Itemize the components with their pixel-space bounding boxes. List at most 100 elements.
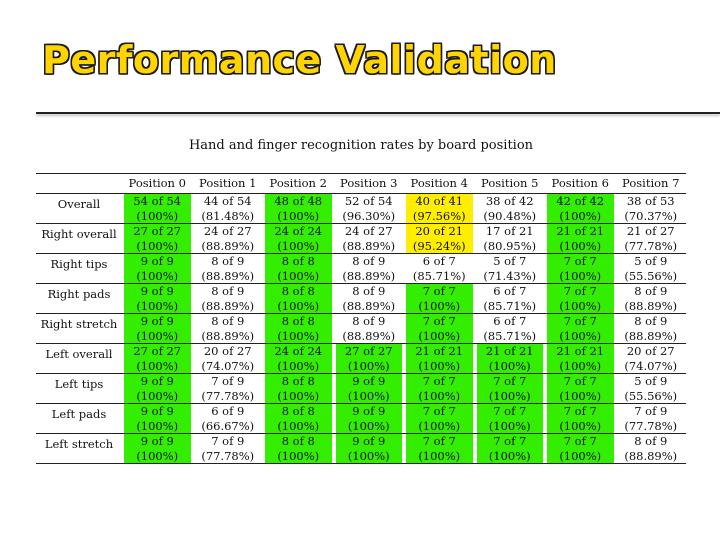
cell-count: 7 of 9 [634,404,668,418]
cell-box: 8 of 9 (88.89%) [336,254,403,283]
column-header: Position 0 [122,173,193,194]
cell-count: 7 of 7 [493,374,527,388]
cell-count: 7 of 7 [563,374,597,388]
table-cell: 48 of 48 (100%) [263,194,334,224]
highlighted-cell-box: 20 of 21 (95.24%) [406,224,473,253]
cell-percentage: (88.89%) [342,268,396,283]
highlighted-cell-box: 8 of 8 (100%) [265,254,332,283]
row-label: Overall [36,194,122,224]
cell-percentage: (100%) [488,358,531,373]
table-row: Right stretch 9 of 9 (100%) 8 of 9 (88.89%) 8… [36,314,686,344]
cell-count: 9 of 9 [140,434,174,448]
cell-percentage: (100%) [418,388,461,403]
highlighted-cell-box: 21 of 21 (100%) [547,224,614,253]
cell-percentage: (100%) [347,358,390,373]
cell-percentage: (100%) [488,448,531,463]
column-header: Position 7 [615,173,686,194]
cell-percentage: (77.78%) [201,388,255,403]
highlighted-cell-box: 8 of 8 (100%) [265,434,332,463]
slide-title: Performance Validation [42,38,557,82]
highlighted-cell-box: 9 of 9 (100%) [124,254,191,283]
cell-percentage: (71.43%) [483,268,537,283]
cell-percentage: (100%) [559,298,602,313]
row-label: Right pads [36,284,122,314]
table-cell: 9 of 9 (100%) [122,404,193,434]
cell-count: 8 of 9 [211,314,245,328]
table-cell: 7 of 7 (100%) [404,284,475,314]
cell-percentage: (100%) [559,448,602,463]
table-cell: 17 of 21 (80.95%) [474,224,545,254]
table-cell: 7 of 7 (100%) [404,374,475,404]
cell-count: 24 of 27 [344,224,393,238]
table-header-row: Position 0 Position 1 Position 2 Positio… [36,173,686,194]
table-cell: 8 of 9 (88.89%) [192,314,263,344]
cell-count: 24 of 24 [274,344,323,358]
column-header: Position 5 [474,173,545,194]
highlighted-cell-box: 9 of 9 (100%) [124,314,191,343]
table-cell: 52 of 54 (96.30%) [333,194,404,224]
cell-count: 9 of 9 [140,314,174,328]
cell-percentage: (85.71%) [412,268,466,283]
highlighted-cell-box: 7 of 7 (100%) [547,434,614,463]
cell-box: 24 of 27 (88.89%) [336,224,403,253]
highlighted-cell-box: 9 of 9 (100%) [124,374,191,403]
cell-percentage: (100%) [347,388,390,403]
cell-count: 9 of 9 [140,254,174,268]
cell-box: 7 of 9 (77.78%) [195,374,262,403]
cell-percentage: (100%) [277,388,320,403]
table-cell: 8 of 9 (88.89%) [615,284,686,314]
table-cell: 9 of 9 (100%) [122,374,193,404]
cell-box: 5 of 7 (71.43%) [477,254,544,283]
table-cell: 7 of 9 (77.78%) [192,434,263,464]
table-cell: 24 of 27 (88.89%) [333,224,404,254]
row-label-header [36,173,122,194]
highlighted-cell-box: 54 of 54 (100%) [124,194,191,223]
highlighted-cell-box: 9 of 9 (100%) [124,284,191,313]
table-cell: 42 of 42 (100%) [545,194,616,224]
cell-box: 6 of 7 (85.71%) [477,284,544,313]
highlighted-cell-box: 21 of 21 (100%) [476,344,543,373]
table-cell: 8 of 9 (88.89%) [192,254,263,284]
cell-box: 6 of 7 (85.71%) [477,314,544,343]
table-cell: 8 of 9 (88.89%) [192,284,263,314]
cell-percentage: (100%) [559,268,602,283]
cell-count: 8 of 9 [211,254,245,268]
table-cell: 5 of 9 (55.56%) [615,254,686,284]
cell-percentage: (100%) [136,268,179,283]
cell-box: 38 of 53 (70.37%) [618,194,685,223]
cell-count: 24 of 27 [203,224,252,238]
cell-box: 7 of 9 (77.78%) [195,434,262,463]
cell-box: 5 of 9 (55.56%) [618,254,685,283]
cell-count: 5 of 9 [634,374,668,388]
cell-percentage: (88.89%) [201,268,255,283]
table-cell: 9 of 9 (100%) [333,404,404,434]
cell-count: 8 of 9 [352,284,386,298]
table-cell: 7 of 7 (100%) [474,374,545,404]
cell-box: 8 of 9 (88.89%) [336,314,403,343]
cell-percentage: (100%) [347,448,390,463]
cell-percentage: (77.78%) [624,418,678,433]
cell-count: 42 of 42 [556,194,605,208]
cell-percentage: (100%) [277,358,320,373]
cell-count: 8 of 8 [281,254,315,268]
table-row: Right tips 9 of 9 (100%) 8 of 9 (88.89%) 8 of… [36,254,686,284]
cell-count: 8 of 8 [281,314,315,328]
table-cell: 7 of 7 (100%) [545,284,616,314]
cell-count: 7 of 7 [422,284,456,298]
cell-count: 27 of 27 [133,224,182,238]
cell-count: 8 of 8 [281,284,315,298]
cell-count: 54 of 54 [133,194,182,208]
table-cell: 7 of 7 (100%) [545,404,616,434]
recognition-rates-table: Position 0 Position 1 Position 2 Positio… [36,173,686,464]
cell-count: 7 of 7 [422,404,456,418]
cell-percentage: (88.89%) [201,328,255,343]
cell-count: 21 of 21 [556,344,605,358]
cell-count: 7 of 9 [211,434,245,448]
highlighted-cell-box: 8 of 8 (100%) [265,314,332,343]
highlighted-cell-box: 7 of 7 (100%) [406,284,473,313]
table-cell: 20 of 27 (74.07%) [192,344,263,374]
table-cell: 8 of 8 (100%) [263,434,334,464]
cell-percentage: (100%) [559,358,602,373]
cell-count: 27 of 27 [133,344,182,358]
column-header: Position 3 [333,173,404,194]
